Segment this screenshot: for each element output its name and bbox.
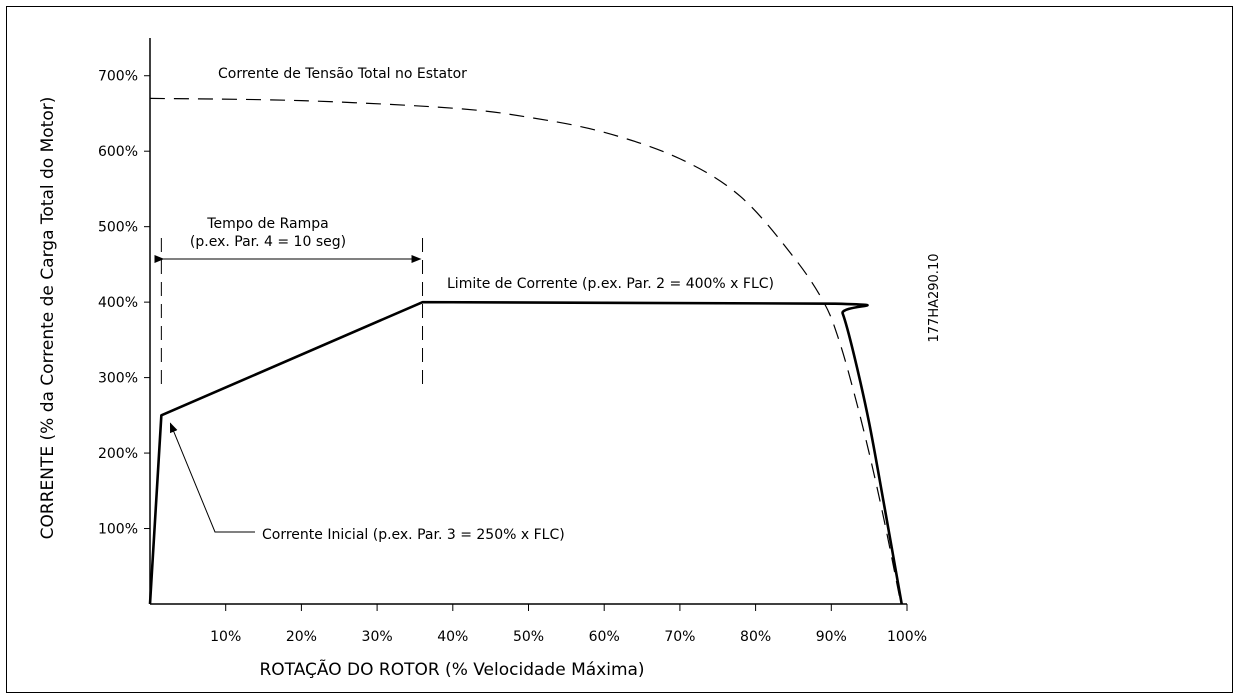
- series-current-limit-solid: [148, 300, 903, 605]
- ramp-example: (p.ex. Par. 4 = 10 seg): [190, 234, 346, 250]
- x-tick-label-40: 40%: [437, 629, 468, 645]
- x-ticks: 10% 20% 30% 40% 50% 60% 70% 80% 90% 100%: [210, 604, 927, 645]
- x-tick-label-60: 60%: [589, 629, 620, 645]
- x-tick-label-90: 90%: [816, 629, 847, 645]
- stator-current-label: Corrente de Tensão Total no Estator: [218, 66, 467, 82]
- initial-current-leader-arrow: [169, 422, 255, 533]
- y-tick-label-300: 300%: [98, 371, 138, 387]
- x-tick-label-30: 30%: [362, 629, 393, 645]
- ramp-title: Tempo de Rampa: [206, 216, 328, 232]
- x-tick-label-70: 70%: [664, 629, 695, 645]
- x-tick-label-50: 50%: [513, 629, 544, 645]
- figure-frame: [6, 6, 1233, 693]
- y-tick-label-500: 500%: [98, 220, 138, 236]
- x-axis-title: ROTAÇÃO DO ROTOR (% Velocidade Máxima): [259, 658, 644, 680]
- y-tick-label-400: 400%: [98, 295, 138, 311]
- y-tick-label-200: 200%: [98, 446, 138, 462]
- x-tick-label-100: 100%: [887, 629, 927, 645]
- current-limit-label: Limite de Corrente (p.ex. Par. 2 = 400% …: [447, 276, 774, 292]
- y-tick-label-600: 600%: [98, 144, 138, 160]
- y-tick-label-100: 100%: [98, 522, 138, 538]
- y-ticks: 100% 200% 300% 400% 500% 600% 700%: [98, 69, 150, 538]
- x-tick-label-80: 80%: [740, 629, 771, 645]
- y-tick-label-700: 700%: [98, 69, 138, 85]
- series-stator-current-dashed: [149, 97, 901, 597]
- x-tick-label-10: 10%: [210, 629, 241, 645]
- initial-current-label: Corrente Inicial (p.ex. Par. 3 = 250% x …: [262, 527, 565, 543]
- figure-code: 177HA290.10: [927, 254, 942, 343]
- y-axis-title: CORRENTE (% da Corrente de Carga Total d…: [38, 97, 58, 540]
- x-tick-label-20: 20%: [286, 629, 317, 645]
